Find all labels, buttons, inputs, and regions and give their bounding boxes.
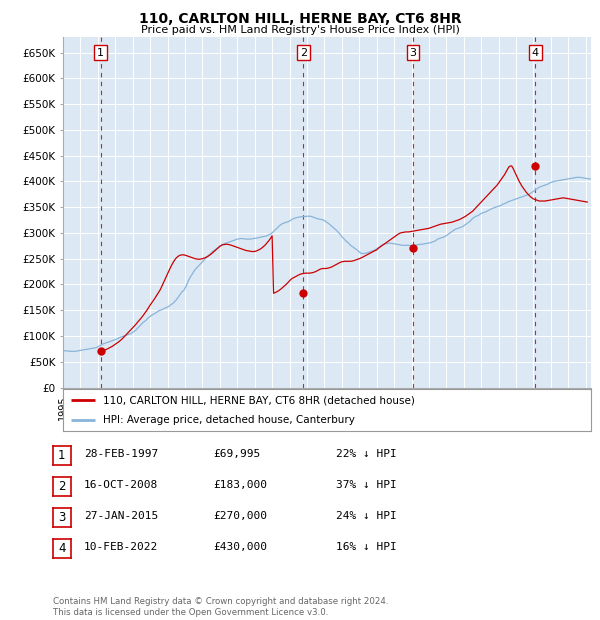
Text: 37% ↓ HPI: 37% ↓ HPI — [336, 480, 397, 490]
Text: 10-FEB-2022: 10-FEB-2022 — [84, 542, 158, 552]
Text: Price paid vs. HM Land Registry's House Price Index (HPI): Price paid vs. HM Land Registry's House … — [140, 25, 460, 35]
Text: 2: 2 — [300, 48, 307, 58]
Text: 110, CARLTON HILL, HERNE BAY, CT6 8HR: 110, CARLTON HILL, HERNE BAY, CT6 8HR — [139, 12, 461, 27]
Text: HPI: Average price, detached house, Canterbury: HPI: Average price, detached house, Cant… — [103, 415, 355, 425]
Text: £430,000: £430,000 — [213, 542, 267, 552]
Text: 16-OCT-2008: 16-OCT-2008 — [84, 480, 158, 490]
Text: 27-JAN-2015: 27-JAN-2015 — [84, 511, 158, 521]
Text: 110, CARLTON HILL, HERNE BAY, CT6 8HR (detached house): 110, CARLTON HILL, HERNE BAY, CT6 8HR (d… — [103, 395, 415, 405]
Text: 3: 3 — [58, 512, 65, 524]
Text: 4: 4 — [58, 542, 65, 555]
Text: 4: 4 — [532, 48, 539, 58]
Text: £183,000: £183,000 — [213, 480, 267, 490]
Text: 28-FEB-1997: 28-FEB-1997 — [84, 449, 158, 459]
Text: Contains HM Land Registry data © Crown copyright and database right 2024.
This d: Contains HM Land Registry data © Crown c… — [53, 598, 388, 617]
Text: £270,000: £270,000 — [213, 511, 267, 521]
Text: 1: 1 — [58, 450, 65, 462]
Text: 1: 1 — [97, 48, 104, 58]
Text: 22% ↓ HPI: 22% ↓ HPI — [336, 449, 397, 459]
Text: 3: 3 — [409, 48, 416, 58]
Text: 24% ↓ HPI: 24% ↓ HPI — [336, 511, 397, 521]
Text: 16% ↓ HPI: 16% ↓ HPI — [336, 542, 397, 552]
Text: £69,995: £69,995 — [213, 449, 260, 459]
Text: 2: 2 — [58, 480, 65, 493]
